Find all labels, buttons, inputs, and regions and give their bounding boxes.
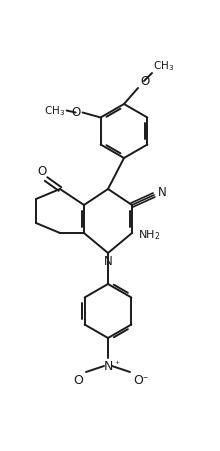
Text: CH$_3$: CH$_3$ — [153, 59, 174, 73]
Text: O: O — [73, 373, 83, 386]
Text: N: N — [103, 359, 113, 372]
Text: O: O — [140, 75, 149, 88]
Text: O: O — [133, 373, 143, 386]
Text: NH$_2$: NH$_2$ — [138, 228, 161, 241]
Text: N: N — [158, 186, 167, 199]
Text: N: N — [104, 254, 112, 267]
Text: O: O — [37, 165, 47, 178]
Text: CH$_3$: CH$_3$ — [44, 104, 66, 118]
Text: $^+$: $^+$ — [113, 359, 121, 368]
Text: $^-$: $^-$ — [141, 373, 149, 382]
Text: O: O — [71, 106, 81, 119]
